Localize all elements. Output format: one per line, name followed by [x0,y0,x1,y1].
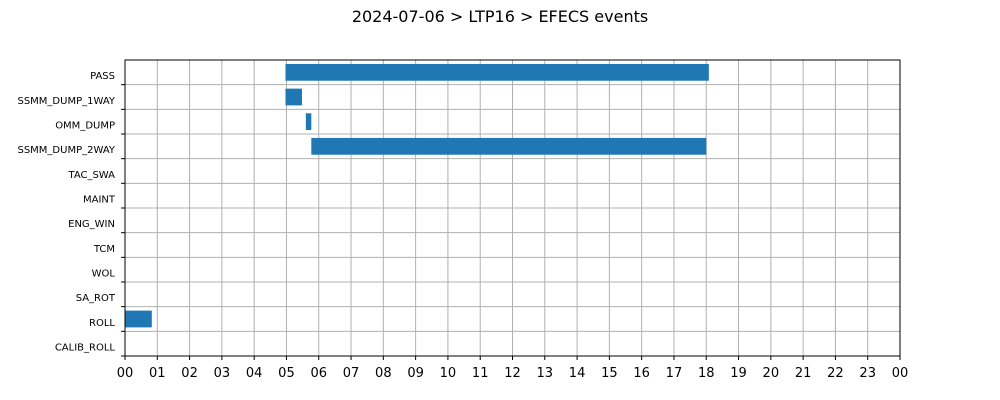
x-tick-label: 20 [763,366,780,381]
y-tick-label: SSMM_DUMP_1WAY [17,96,115,107]
grid-layer [124,60,901,356]
y-tick-label: SSMM_DUMP_2WAY [17,145,115,156]
x-tick-label: 06 [310,366,327,381]
bar-layer [125,63,709,328]
x-tick-label: 13 [537,366,554,381]
x-tick-label: 18 [698,366,715,381]
x-tick-label: 17 [666,366,683,381]
event-bar [285,63,709,81]
chart-title: 2024-07-06 > LTP16 > EFECS events [352,7,648,26]
y-tick-label: PASS [90,71,115,82]
x-tick-label: 16 [633,366,650,381]
x-tick-label: 05 [278,366,295,381]
x-tick-label: 11 [472,366,489,381]
x-tick-label: 22 [827,366,844,381]
x-tick-label: 19 [730,366,747,381]
x-tick-label: 10 [440,366,457,381]
x-tick-label: 03 [214,366,231,381]
y-axis: PASS SSMM_DUMP_1WAY OMM_DUMP SSMM_DUMP_2WAY… [17,71,125,357]
x-tick-label: 08 [375,366,392,381]
y-tick-label: MAINT [83,195,116,206]
event-bar [311,137,707,155]
x-tick-label: 15 [601,366,618,381]
event-bar [125,310,152,328]
x-axis: 00 01 02 03 04 05 06 07 08 09 10 11 12 13 14 15 16 17 18 19… [117,356,909,381]
x-tick-label: 14 [569,366,586,381]
x-tick-label: 12 [504,366,521,381]
x-tick-label: 02 [181,366,198,381]
x-tick-label: 23 [859,366,876,381]
x-tick-label: 00 [892,366,909,381]
y-tick-label: CALIB_ROLL [55,343,116,354]
y-tick-label: SA_ROT [76,293,116,304]
y-tick-label: OMM_DUMP [55,121,115,132]
event-bar [305,113,312,131]
event-bar [285,88,302,106]
x-tick-label: 07 [343,366,360,381]
y-tick-label: WOL [92,269,116,280]
x-tick-label: 09 [407,366,424,381]
y-tick-label: ROLL [89,318,115,329]
x-tick-label: 04 [246,366,263,381]
x-tick-label: 21 [795,366,812,381]
y-tick-label: TAC_SWA [67,170,115,181]
x-tick-label: 00 [117,366,134,381]
y-tick-label: ENG_WIN [68,219,115,230]
y-tick-label: TCM [93,244,115,255]
x-tick-label: 01 [149,366,166,381]
